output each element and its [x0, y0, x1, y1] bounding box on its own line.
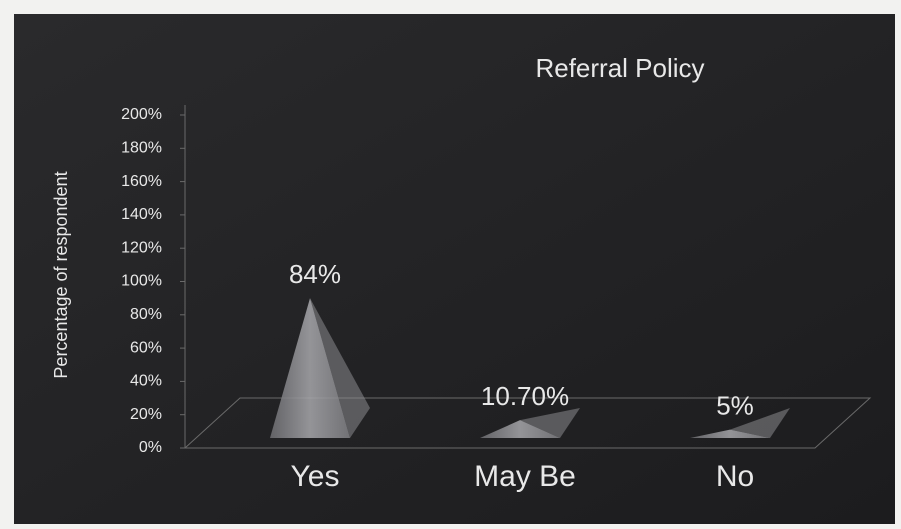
y-tick-label: 20%: [130, 406, 162, 423]
pyramid: [480, 420, 560, 438]
y-tick-label: 0%: [139, 439, 162, 456]
pyramid: [270, 298, 350, 438]
plot-background: [14, 14, 895, 524]
pyramid-side: [520, 408, 580, 438]
y-axis-label: Percentage of respondent: [51, 171, 71, 378]
pyramid-side: [310, 298, 370, 438]
data-label: 5%: [716, 391, 754, 421]
y-tick-label: 120%: [121, 239, 162, 256]
pyramid-side: [730, 408, 790, 438]
x-tick-label: May Be: [474, 460, 576, 493]
chart-title: Referral Policy: [535, 53, 704, 83]
y-tick-label: 80%: [130, 306, 162, 323]
y-tick-label: 140%: [121, 206, 162, 223]
pyramid: [690, 429, 770, 438]
y-tick-label: 60%: [130, 339, 162, 356]
data-label: 10.70%: [481, 381, 569, 411]
y-tick-label: 100%: [121, 273, 162, 290]
y-tick-label: 40%: [130, 373, 162, 390]
x-tick-label: Yes: [291, 460, 340, 493]
y-tick-label: 180%: [121, 140, 162, 157]
data-label: 84%: [289, 259, 341, 289]
y-tick-label: 160%: [121, 173, 162, 190]
x-tick-label: No: [716, 460, 754, 493]
floor: [183, 397, 872, 449]
y-tick-label: 200%: [121, 106, 162, 123]
